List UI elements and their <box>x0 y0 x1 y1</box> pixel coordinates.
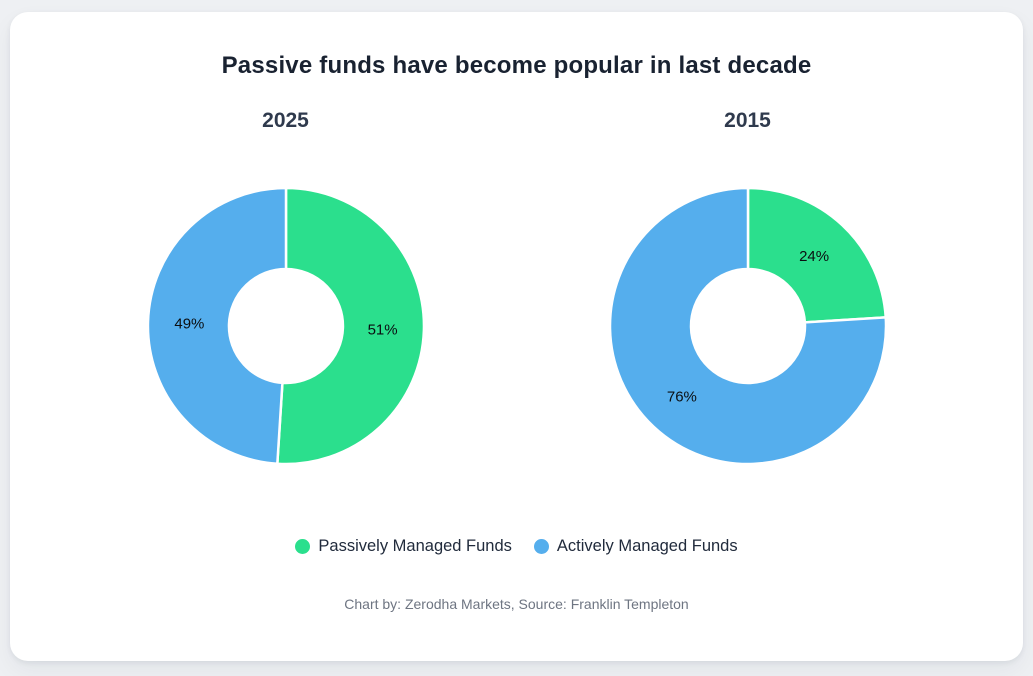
donut-slice-actively-managed-funds <box>146 186 287 465</box>
legend-dot-passive-icon <box>295 539 311 554</box>
donut-slice-passively-managed-funds <box>275 186 425 466</box>
legend-item-passive: Passively Managed Funds <box>295 537 512 556</box>
slice-data-label: 24% <box>799 248 829 265</box>
slice-data-label: 51% <box>367 321 397 338</box>
slice-data-label: 76% <box>666 389 696 406</box>
chart-heading-2015: 2015 <box>724 109 771 132</box>
legend-dot-active-icon <box>533 539 549 554</box>
chart-card: Passive funds have become popular in las… <box>10 12 1023 661</box>
charts-row: 2025 51% 49% 2015 24% 76% <box>55 108 979 466</box>
donut-slice-actively-managed-funds <box>608 186 887 466</box>
donut-chart-2025: 51% 49% <box>146 186 425 466</box>
donut-chart-2015: 24% 76% <box>608 186 887 466</box>
legend-item-active: Actively Managed Funds <box>533 537 738 556</box>
chart-col-2015: 2015 24% 76% <box>517 108 979 466</box>
chart-credit: Chart by: Zerodha Markets, Source: Frank… <box>344 596 689 612</box>
chart-legend: Passively Managed Funds Actively Managed… <box>10 537 1023 556</box>
slice-data-label: 49% <box>174 315 204 332</box>
chart-col-2025: 2025 51% 49% <box>55 108 517 466</box>
chart-heading-2025: 2025 <box>262 109 309 132</box>
legend-label-active: Actively Managed Funds <box>556 537 738 555</box>
donut-slice-passively-managed-funds <box>746 186 887 324</box>
chart-title: Passive funds have become popular in las… <box>221 52 812 79</box>
legend-label-passive: Passively Managed Funds <box>318 537 512 555</box>
